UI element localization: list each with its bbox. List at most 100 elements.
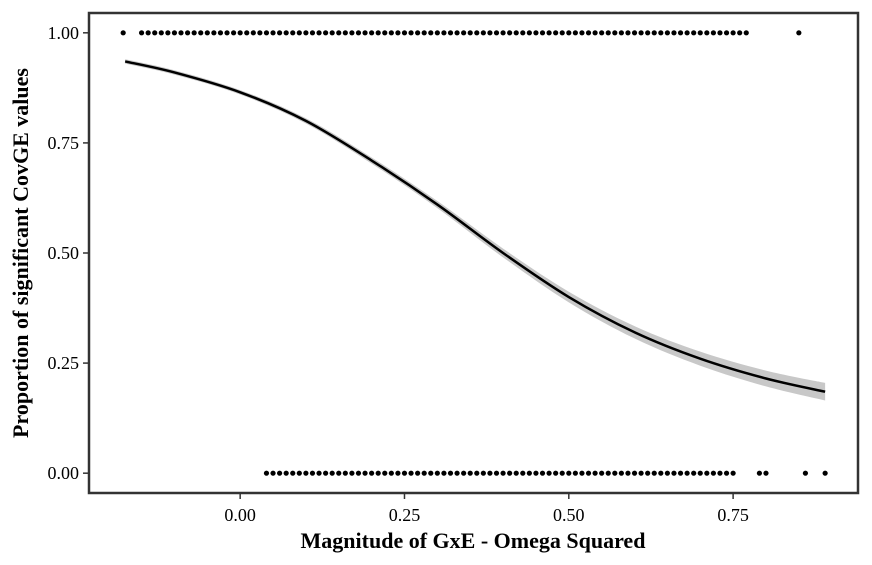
data-point-significant: [441, 30, 447, 36]
data-point-significant: [631, 30, 638, 36]
confidence-band: [125, 59, 826, 401]
data-point-nonsignificant: [658, 470, 664, 476]
fit-line: [124, 60, 826, 393]
x-tick-label: 0.00: [224, 505, 256, 525]
data-point-nonsignificant: [290, 470, 296, 476]
data-point-nonsignificant: [579, 470, 585, 476]
data-point-significant: [152, 30, 158, 36]
y-axis-title: Proportion of significant CovGE values: [8, 68, 33, 438]
data-point-significant: [493, 30, 500, 36]
data-point-significant: [250, 30, 256, 36]
data-point-nonsignificant: [691, 470, 697, 476]
data-point-nonsignificant: [664, 470, 670, 476]
data-point-nonsignificant: [421, 470, 427, 476]
data-point-significant: [664, 30, 670, 36]
data-point-significant: [507, 30, 513, 36]
data-point-significant: [388, 30, 394, 36]
data-point-nonsignificant: [369, 470, 375, 476]
data-point-significant: [198, 30, 204, 36]
data-point-significant: [500, 30, 506, 36]
data-point-significant: [447, 30, 454, 36]
x-tick-label: 0.25: [389, 505, 421, 525]
data-point-significant: [415, 30, 421, 36]
data-point-significant: [454, 30, 460, 36]
data-point-significant: [717, 30, 723, 36]
data-point-nonsignificant: [723, 470, 730, 476]
data-point-nonsignificant: [434, 470, 440, 476]
data-point-significant: [704, 30, 710, 36]
data-point-nonsignificant: [309, 470, 316, 476]
y-tick-label: 0.00: [48, 463, 80, 483]
data-point-nonsignificant: [651, 470, 657, 476]
data-point-nonsignificant: [323, 470, 329, 476]
data-point-significant: [645, 30, 651, 36]
data-point-significant: [671, 30, 677, 36]
data-point-significant: [342, 30, 348, 36]
data-point-nonsignificant: [572, 470, 578, 476]
data-point-nonsignificant: [336, 470, 342, 476]
data-point-significant: [191, 30, 197, 36]
data-point-significant: [244, 30, 250, 36]
data-point-significant: [697, 30, 703, 36]
data-point-nonsignificant: [329, 470, 335, 476]
data-point-significant: [684, 30, 690, 36]
data-point-nonsignificant: [717, 470, 723, 476]
data-point-nonsignificant: [428, 470, 434, 476]
data-point-significant: [395, 30, 401, 36]
data-point-nonsignificant: [697, 470, 703, 476]
data-point-nonsignificant: [349, 470, 355, 476]
data-point-significant: [401, 30, 408, 36]
data-point-nonsignificant: [546, 470, 552, 476]
data-point-significant: [382, 30, 388, 36]
data-point-significant: [513, 30, 519, 36]
x-tick-label: 0.75: [717, 505, 749, 525]
data-point-significant: [579, 30, 585, 36]
data-point-significant: [428, 30, 434, 36]
data-point-significant: [349, 30, 355, 36]
data-point-nonsignificant: [763, 470, 769, 476]
data-point-nonsignificant: [493, 470, 500, 476]
data-point-nonsignificant: [730, 470, 736, 476]
data-point-significant: [257, 30, 263, 36]
data-point-nonsignificant: [507, 470, 513, 476]
data-point-significant: [316, 30, 322, 36]
data-point-significant: [362, 30, 368, 36]
data-point-nonsignificant: [585, 470, 592, 476]
data-point-nonsignificant: [756, 470, 763, 476]
data-point-nonsignificant: [395, 470, 401, 476]
data-point-nonsignificant: [415, 470, 421, 476]
data-point-significant: [461, 30, 467, 36]
data-point-significant: [730, 30, 736, 36]
data-point-nonsignificant: [638, 470, 644, 476]
data-point-nonsignificant: [533, 470, 539, 476]
data-point-significant: [336, 30, 342, 36]
data-point-nonsignificant: [599, 470, 605, 476]
y-tick-label: 0.50: [48, 243, 80, 263]
data-point-significant: [290, 30, 296, 36]
data-point-significant: [651, 30, 657, 36]
y-tick-label: 0.75: [48, 133, 80, 153]
data-point-significant: [283, 30, 289, 36]
data-point-significant: [677, 30, 684, 36]
data-point-nonsignificant: [408, 470, 414, 476]
y-tick-label: 1.00: [48, 23, 80, 43]
data-point-nonsignificant: [566, 470, 572, 476]
data-point-nonsignificant: [316, 470, 322, 476]
data-point-nonsignificant: [474, 470, 480, 476]
data-point-significant: [120, 30, 126, 36]
data-point-significant: [625, 30, 631, 36]
data-point-nonsignificant: [704, 470, 710, 476]
data-point-significant: [230, 30, 237, 36]
data-point-significant: [546, 30, 552, 36]
data-point-significant: [796, 30, 802, 36]
data-point-significant: [369, 30, 375, 36]
data-point-nonsignificant: [441, 470, 447, 476]
data-point-significant: [165, 30, 171, 36]
data-point-nonsignificant: [625, 470, 631, 476]
data-point-significant: [224, 30, 230, 36]
data-point-significant: [138, 30, 145, 36]
data-point-significant: [533, 30, 539, 36]
data-point-significant: [612, 30, 618, 36]
data-point-nonsignificant: [401, 470, 408, 476]
